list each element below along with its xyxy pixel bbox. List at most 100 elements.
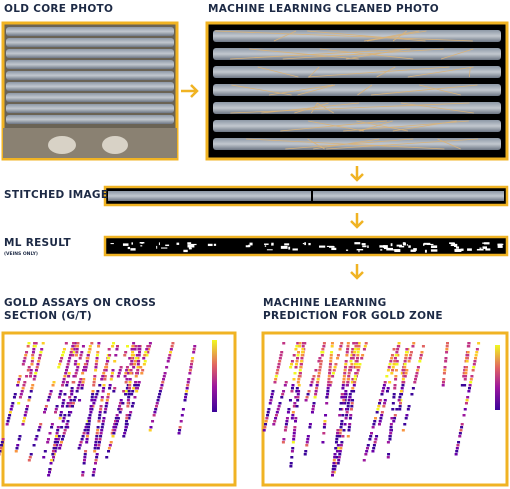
texture <box>98 384 102 387</box>
texture <box>47 474 51 477</box>
texture <box>213 243 217 246</box>
texture <box>121 402 125 405</box>
texture <box>353 375 357 378</box>
texture <box>119 399 123 402</box>
texture <box>170 345 174 348</box>
texture <box>14 450 18 453</box>
texture <box>270 396 274 399</box>
texture <box>351 387 355 390</box>
texture <box>0 441 4 444</box>
texture <box>30 387 34 390</box>
texture <box>84 366 88 369</box>
texture <box>311 408 315 411</box>
texture <box>54 435 58 438</box>
texture <box>16 381 20 384</box>
texture <box>332 369 336 372</box>
texture <box>69 351 73 354</box>
texture <box>335 450 339 453</box>
texture <box>295 387 299 390</box>
texture <box>378 402 382 405</box>
texture <box>308 426 312 429</box>
texture <box>102 384 106 387</box>
texture <box>246 138 445 150</box>
texture <box>332 462 336 465</box>
texture <box>36 363 40 366</box>
texture <box>50 426 54 429</box>
texture <box>116 420 120 423</box>
texture <box>423 243 425 246</box>
texture <box>390 357 394 360</box>
texture <box>376 66 396 78</box>
texture <box>410 393 414 396</box>
texture <box>271 242 274 246</box>
texture <box>396 345 400 348</box>
texture <box>403 375 407 378</box>
texture <box>83 453 87 456</box>
texture <box>24 411 28 414</box>
texture <box>73 345 77 348</box>
texture <box>104 366 108 369</box>
stitched-image <box>103 185 509 207</box>
texture <box>279 354 283 357</box>
texture <box>54 408 58 411</box>
texture <box>355 342 359 345</box>
texture <box>16 384 20 387</box>
texture <box>33 375 37 378</box>
texture <box>350 381 354 384</box>
texture <box>58 363 62 366</box>
texture <box>345 354 349 357</box>
texture <box>115 348 119 351</box>
texture <box>67 360 71 363</box>
texture <box>314 390 318 393</box>
texture <box>100 429 104 432</box>
texture <box>444 360 448 363</box>
texture <box>272 423 276 426</box>
texture <box>84 426 88 429</box>
texture <box>107 447 111 450</box>
texture <box>336 432 340 435</box>
texture <box>289 465 293 468</box>
texture <box>37 429 41 432</box>
texture <box>389 432 393 435</box>
texture <box>403 360 407 363</box>
texture <box>0 450 2 453</box>
texture <box>83 363 87 366</box>
texture <box>58 393 62 396</box>
texture <box>464 372 468 375</box>
texture <box>351 357 355 360</box>
texture <box>27 342 31 345</box>
texture <box>32 444 36 447</box>
texture <box>323 423 327 426</box>
texture <box>295 360 299 363</box>
texture <box>136 369 140 372</box>
texture <box>304 399 308 402</box>
texture <box>188 369 192 372</box>
texture <box>288 246 291 250</box>
texture <box>297 390 301 393</box>
texture <box>104 405 108 408</box>
texture <box>112 342 116 345</box>
texture <box>339 402 343 405</box>
texture <box>440 48 474 60</box>
texture <box>321 441 325 444</box>
texture <box>394 354 398 357</box>
texture <box>61 354 65 357</box>
texture <box>68 354 72 357</box>
texture <box>124 381 128 384</box>
texture <box>351 399 355 402</box>
texture <box>294 396 298 399</box>
texture <box>376 408 380 411</box>
texture <box>43 408 47 411</box>
texture <box>374 417 378 420</box>
texture <box>39 351 43 354</box>
texture <box>336 447 340 450</box>
texture <box>105 363 109 366</box>
texture <box>169 351 173 354</box>
texture <box>149 426 153 429</box>
texture <box>404 417 408 420</box>
texture <box>372 447 376 450</box>
texture <box>393 414 397 417</box>
texture <box>311 102 318 114</box>
texture <box>130 405 134 408</box>
texture <box>111 369 115 372</box>
